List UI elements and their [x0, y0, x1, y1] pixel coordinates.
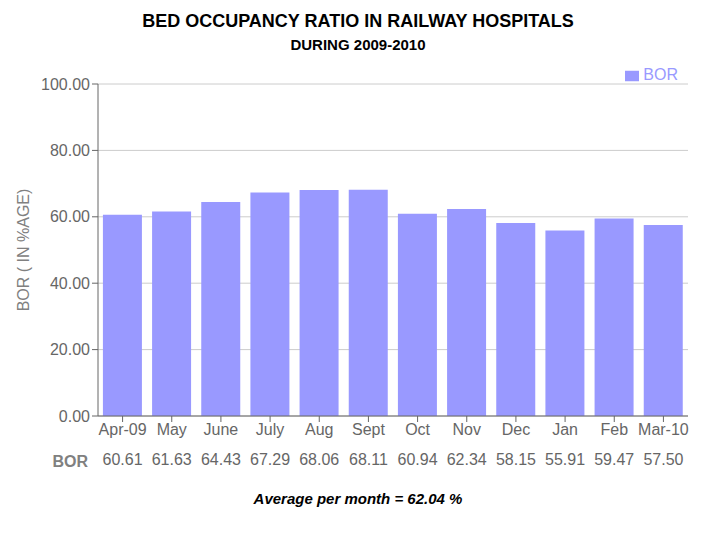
svg-text:Oct: Oct [405, 421, 430, 438]
svg-text:80.00: 80.00 [50, 142, 90, 159]
svg-text:Nov: Nov [453, 421, 481, 438]
svg-text:BOR: BOR [52, 453, 88, 470]
html-text:DURING 2009-2010: DURING 2009-2010 [290, 36, 426, 53]
svg-text:Aug: Aug [305, 421, 333, 438]
svg-text:68.06: 68.06 [299, 451, 339, 468]
svg-text:64.43: 64.43 [201, 451, 241, 468]
html-text:Average per month = 62.04 %: Average per month = 62.04 % [253, 490, 463, 507]
svg-text:68.11: 68.11 [349, 451, 388, 468]
svg-text:June: June [204, 421, 239, 438]
html-text:BOR: BOR [643, 66, 678, 83]
svg-text:62.34: 62.34 [447, 451, 487, 468]
svg-text:60.94: 60.94 [398, 451, 438, 468]
svg-text:May: May [157, 421, 187, 438]
html-text:BED OCCUPANCY RATIO IN RAILWAY: BED OCCUPANCY RATIO IN RAILWAY HOSPITALS [142, 11, 574, 31]
svg-text:40.00: 40.00 [50, 275, 90, 292]
svg-text:20.00: 20.00 [50, 341, 90, 358]
svg-text:60.00: 60.00 [50, 208, 90, 225]
svg-text:61.63: 61.63 [152, 451, 192, 468]
svg-text:July: July [256, 421, 284, 438]
svg-text:60.61: 60.61 [103, 451, 143, 468]
svg-text:58.15: 58.15 [496, 451, 536, 468]
svg-text:BOR ( IN %AGE): BOR ( IN %AGE) [15, 189, 32, 312]
svg-text:67.29: 67.29 [250, 451, 290, 468]
svg-text:Apr-09: Apr-09 [99, 421, 147, 438]
svg-text:55.91: 55.91 [545, 451, 585, 468]
svg-text:Feb: Feb [600, 421, 628, 438]
svg-text:Sept: Sept [352, 421, 385, 438]
svg-text:Dec: Dec [502, 421, 530, 438]
svg-text:Jan: Jan [552, 421, 578, 438]
svg-text:Mar-10: Mar-10 [638, 421, 689, 438]
svg-text:100.00: 100.00 [41, 76, 90, 93]
svg-text:0.00: 0.00 [59, 408, 90, 425]
svg-text:57.50: 57.50 [643, 451, 683, 468]
svg-text:59.47: 59.47 [594, 451, 634, 468]
